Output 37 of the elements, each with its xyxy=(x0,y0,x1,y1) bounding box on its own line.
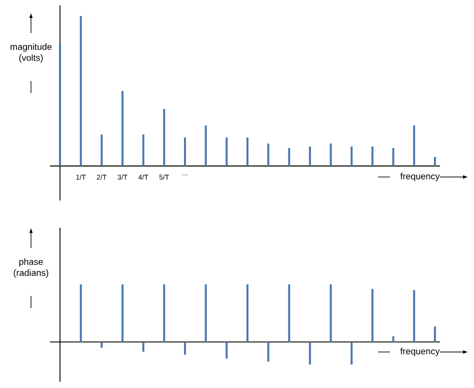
bar xyxy=(142,134,144,166)
bar xyxy=(226,137,228,166)
bar xyxy=(121,90,124,166)
bar xyxy=(288,284,290,342)
bar xyxy=(163,108,166,166)
x-axis-title: frequency xyxy=(400,348,440,356)
bar xyxy=(246,137,248,166)
bar xyxy=(121,284,124,342)
bar xyxy=(371,146,374,166)
bar xyxy=(246,284,248,342)
bar xyxy=(163,284,166,342)
bar xyxy=(392,148,394,166)
bar xyxy=(308,146,311,166)
y-axis-title: phase (radians) xyxy=(14,258,48,278)
bar xyxy=(330,284,332,342)
bar xyxy=(267,342,270,362)
bar xyxy=(413,125,416,166)
bar xyxy=(308,342,311,364)
bar xyxy=(434,156,436,166)
bar xyxy=(371,288,374,342)
bar xyxy=(413,290,416,342)
bar xyxy=(434,326,436,342)
bar xyxy=(267,143,270,166)
bar xyxy=(100,342,103,348)
bar xyxy=(330,143,332,166)
bar xyxy=(184,342,186,355)
bar xyxy=(288,148,290,166)
y-axis-title: magnitude (volts) xyxy=(10,43,52,63)
x-axis-title: frequency xyxy=(400,172,440,182)
bar xyxy=(392,336,394,342)
bar xyxy=(80,16,82,166)
bar xyxy=(184,137,186,166)
bar xyxy=(100,134,103,166)
bar xyxy=(226,342,228,359)
bar xyxy=(80,284,82,342)
bar xyxy=(59,42,62,166)
bar xyxy=(142,342,144,352)
